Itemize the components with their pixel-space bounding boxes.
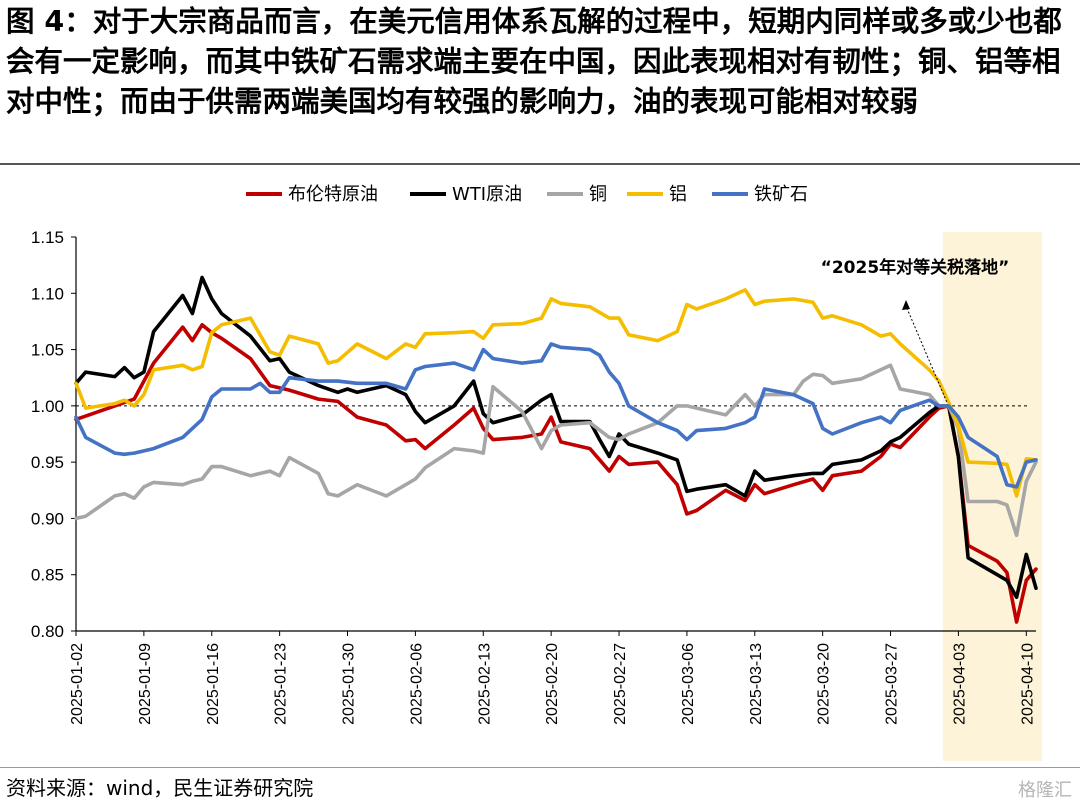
- x-tick-label: 2025-02-27: [612, 643, 629, 725]
- title-divider: [0, 163, 1080, 165]
- x-tick-label: 2025-01-09: [137, 643, 154, 725]
- x-tick-label: 2025-01-16: [205, 643, 222, 725]
- y-tick-label: 0.90: [31, 509, 64, 528]
- y-tick-label: 1.05: [31, 341, 64, 360]
- y-tick-label: 0.85: [31, 566, 64, 585]
- series-line-4: [74, 288, 1038, 498]
- series-line-3: [74, 363, 1038, 538]
- y-tick-label: 0.95: [31, 453, 64, 472]
- legend: 布伦特原油 WTI原油 铜 铝 铁矿石: [246, 184, 808, 205]
- y-axis: 0.80 0.85 0.90 0.95 1.00 1.05 1.10 1.15: [31, 228, 77, 641]
- legend-label: 布伦特原油: [288, 184, 378, 205]
- annotation: “2025年对等关税落地”: [821, 257, 1010, 403]
- footer-divider: [0, 767, 1080, 768]
- x-tick-label: 2025-03-06: [680, 643, 697, 725]
- x-tick-label: 2025-01-30: [341, 643, 358, 725]
- x-tick-label: 2025-03-27: [884, 643, 901, 725]
- watermark: 格隆汇: [1018, 780, 1072, 801]
- x-tick-label: 2025-01-02: [69, 643, 86, 725]
- series-line-1: [74, 323, 1038, 624]
- x-tick-label: 2025-04-10: [1019, 643, 1036, 725]
- annotation-arrow: [905, 305, 948, 403]
- x-tick-label: 2025-03-13: [748, 643, 765, 725]
- series-line-2: [74, 275, 1038, 600]
- y-tick-label: 1.10: [31, 284, 64, 303]
- x-axis: 2025-01-02 2025-01-09 2025-01-16 2025-01-23…: [69, 630, 1036, 725]
- line-chart: 布伦特原油 WTI原油 铜 铝 铁矿石 0.80 0.85 0.90 0.95 1.00 1.05…: [31, 184, 1042, 761]
- x-tick-label: 2025-02-20: [544, 643, 561, 725]
- x-tick-label: 2025-02-06: [408, 643, 425, 725]
- figure-title: 图 4：对于大宗商品而言，在美元信用体系瓦解的过程中，短期内同样或多或少也都会有…: [6, 5, 1062, 118]
- y-tick-label: 0.80: [31, 622, 64, 641]
- y-tick-label: 1.15: [31, 228, 64, 247]
- x-tick-label: 2025-04-03: [951, 643, 968, 725]
- series-layer: [74, 275, 1038, 624]
- legend-label: 铁矿石: [754, 184, 808, 205]
- source-note: 资料来源：wind，民生证券研究院: [6, 776, 314, 800]
- legend-label: WTI原油: [452, 184, 522, 205]
- x-tick-label: 2025-01-23: [273, 643, 290, 725]
- x-tick-label: 2025-02-13: [476, 643, 493, 725]
- annotation-arrowhead: [902, 300, 910, 310]
- x-tick-label: 2025-03-20: [816, 643, 833, 725]
- y-tick-label: 1.00: [31, 397, 64, 416]
- legend-label: 铝: [669, 184, 687, 205]
- highlight-region: [942, 232, 1042, 761]
- annotation-text: “2025年对等关税落地”: [821, 257, 1010, 278]
- series-line-5: [74, 342, 1038, 489]
- legend-label: 铜: [589, 184, 607, 205]
